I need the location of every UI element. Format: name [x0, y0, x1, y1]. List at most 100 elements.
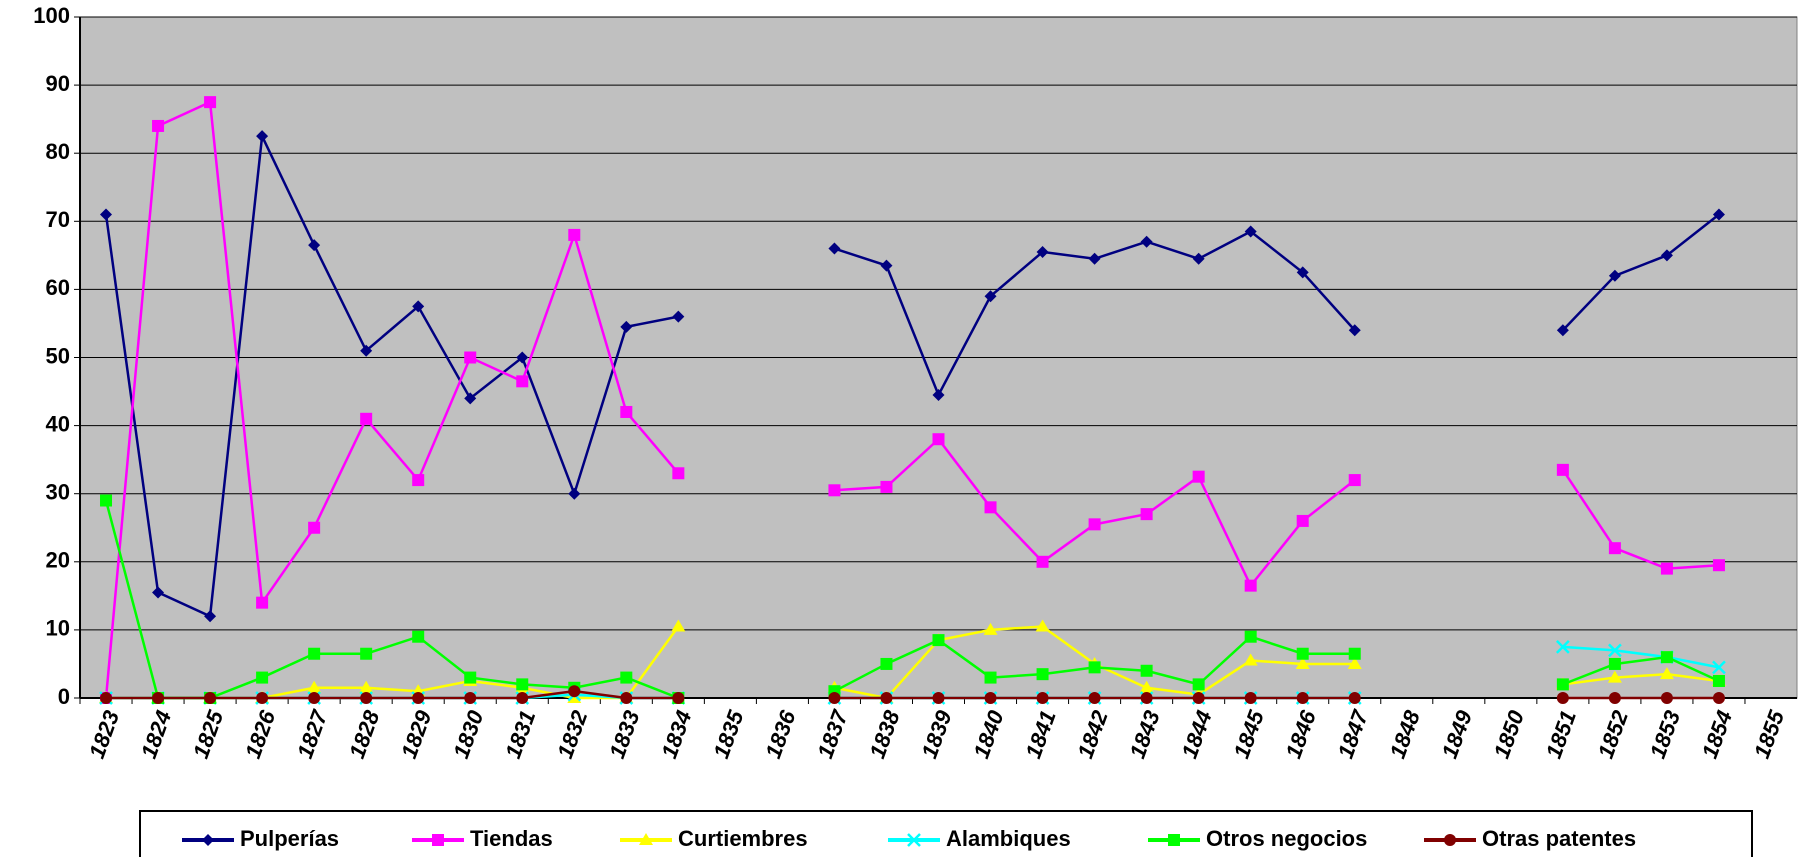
data-point — [412, 300, 425, 313]
x-tick-label: 1825 — [188, 706, 228, 761]
data-point — [932, 388, 945, 401]
data-point — [1295, 656, 1310, 669]
x-tick-label: 1831 — [500, 707, 540, 762]
data-point — [516, 678, 529, 691]
legend-marker — [907, 833, 921, 847]
data-point — [360, 412, 373, 425]
x-tick-label: 1827 — [292, 706, 333, 762]
data-point — [1555, 640, 1570, 654]
data-point — [1243, 653, 1258, 666]
data-point — [464, 351, 477, 364]
x-tick-label: 1851 — [1541, 707, 1581, 762]
x-tick-label: 1852 — [1593, 706, 1633, 761]
legend-marker — [1444, 834, 1456, 846]
data-point — [880, 657, 893, 670]
x-tick-label: 1836 — [760, 706, 800, 761]
x-tick-label: 1837 — [812, 706, 853, 762]
data-point — [672, 310, 685, 323]
y-tick-label: 0 — [58, 684, 70, 709]
data-point — [152, 119, 165, 132]
x-tick-label: 1833 — [604, 707, 644, 762]
legend-marker — [432, 834, 444, 846]
x-tick-label: 1844 — [1177, 707, 1217, 762]
data-point — [1712, 660, 1726, 675]
data-point — [1712, 674, 1725, 687]
data-point — [880, 259, 893, 272]
data-point — [1348, 324, 1361, 337]
data-point — [620, 671, 633, 684]
data-point — [360, 647, 373, 660]
x-tick-label: 1849 — [1437, 706, 1477, 761]
x-tick-label: 1842 — [1073, 706, 1113, 761]
data-point — [1296, 692, 1309, 704]
data-point — [1660, 651, 1673, 664]
data-point — [412, 474, 425, 487]
x-tick-label: 1847 — [1333, 706, 1374, 762]
data-point — [1088, 661, 1101, 674]
data-point — [1556, 678, 1569, 691]
data-point — [1659, 667, 1674, 680]
data-point — [1608, 269, 1621, 282]
data-point — [932, 433, 945, 446]
legend-label: Tiendas — [470, 826, 553, 851]
x-tick-label: 1841 — [1020, 707, 1060, 762]
x-tick-label: 1850 — [1489, 706, 1529, 761]
data-point — [983, 622, 998, 635]
legend-label: Curtiembres — [678, 826, 808, 851]
data-point — [1139, 680, 1154, 693]
data-point — [1607, 670, 1622, 683]
x-tick-label: 1824 — [136, 707, 176, 762]
data-point — [568, 685, 581, 698]
x-tick-label: 1835 — [708, 706, 748, 761]
x-tick-label: 1830 — [448, 706, 488, 761]
data-point — [1608, 643, 1622, 658]
data-point — [1712, 208, 1725, 221]
data-point — [1088, 252, 1101, 265]
data-point — [1608, 657, 1621, 670]
legend-label: Pulperías — [240, 826, 339, 851]
data-point — [256, 130, 269, 143]
data-point — [1296, 266, 1309, 279]
data-point — [1660, 249, 1673, 262]
y-tick-label: 100 — [33, 3, 70, 28]
data-point — [1192, 678, 1205, 691]
legend-marker — [639, 833, 653, 845]
data-point — [1192, 692, 1205, 704]
data-point — [1660, 692, 1673, 704]
y-tick-label: 40 — [46, 411, 70, 436]
data-point — [307, 680, 322, 693]
x-tick-label: 1823 — [84, 707, 124, 762]
x-tick-label: 1829 — [396, 706, 436, 761]
data-point — [1296, 647, 1309, 660]
data-point — [1088, 518, 1101, 531]
data-point — [1192, 470, 1205, 483]
data-point — [984, 692, 997, 704]
data-point — [1192, 252, 1205, 265]
data-point — [1140, 508, 1153, 521]
legend-box — [139, 810, 1753, 857]
data-point — [1036, 692, 1049, 704]
data-point — [880, 480, 893, 493]
data-point — [1556, 463, 1569, 476]
data-point — [1244, 692, 1257, 704]
x-tick-label: 1838 — [864, 706, 904, 761]
data-point — [880, 692, 893, 704]
data-point — [1244, 579, 1257, 592]
data-point — [516, 375, 529, 388]
data-point — [256, 671, 269, 684]
data-point — [308, 521, 321, 534]
data-point — [152, 586, 165, 599]
data-point — [1140, 664, 1153, 677]
legend-marker — [1168, 834, 1180, 846]
data-point — [1088, 692, 1101, 704]
y-tick-label: 10 — [46, 616, 70, 641]
data-point — [204, 692, 217, 704]
legend-marker — [202, 834, 214, 846]
data-point — [672, 467, 685, 480]
y-tick-label: 70 — [46, 207, 70, 232]
y-tick-label: 80 — [46, 139, 70, 164]
data-point — [620, 320, 633, 333]
data-point — [308, 647, 321, 660]
data-point — [1556, 692, 1569, 704]
